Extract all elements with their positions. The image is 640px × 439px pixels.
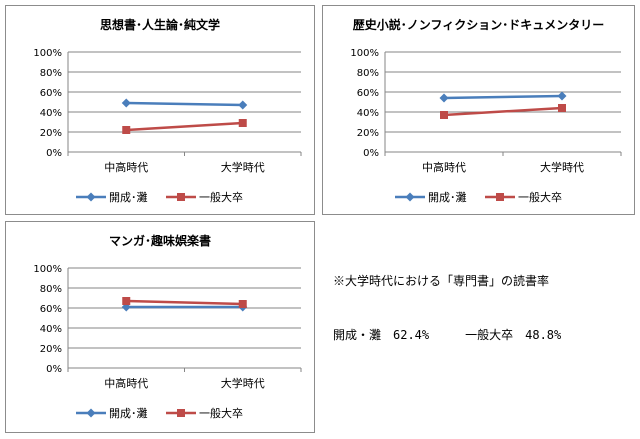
chart-title: 歴史小説･ノンフィクション･ドキュメンタリー	[352, 18, 605, 32]
y-tick-label: 100%	[33, 264, 62, 275]
y-tick-label: 40%	[40, 324, 62, 335]
series-line-2	[126, 121, 243, 132]
data-point-diamond	[121, 98, 131, 108]
x-tick-label: 中高時代	[422, 160, 466, 174]
legend-marker-diamond	[86, 408, 96, 418]
x-tick-label: 中高時代	[104, 376, 148, 390]
note-line-1: ※大学時代における「専門書」の読書率	[333, 274, 550, 288]
y-tick-label: 0%	[46, 364, 62, 375]
chart-panel-3: マンガ･趣味娯楽書 0% 20% 40% 60% 80% 100% 中高時代 大学時代開成･灘…	[5, 221, 315, 433]
legend-label: 一般大卒	[518, 190, 562, 204]
y-tick-label: 0%	[46, 148, 62, 159]
y-tick-label: 20%	[40, 128, 62, 139]
legend-marker-diamond	[405, 192, 415, 202]
y-tick-label: 60%	[40, 304, 62, 315]
series-line-2	[443, 106, 563, 117]
x-tick-label: 中高時代	[104, 160, 148, 174]
chart-title: マンガ･趣味娯楽書	[108, 234, 211, 248]
y-tick-label: 80%	[40, 68, 62, 79]
data-point-square	[440, 111, 448, 119]
data-point-square	[238, 119, 247, 127]
series-line-2	[126, 299, 243, 306]
data-point-diamond	[238, 100, 248, 110]
reading-rate-note: ※大学時代における「専門書」の読書率 開成・灘 62.4% 一般大卒 48.8%	[333, 236, 561, 362]
x-tick-label: 大学時代	[221, 160, 265, 174]
legend-label: 一般大卒	[199, 406, 243, 420]
data-point-square	[238, 300, 247, 308]
data-point-square	[558, 104, 566, 112]
y-tick-label: 20%	[40, 344, 62, 355]
y-tick-label: 80%	[357, 68, 379, 79]
legend-label: 開成･灘	[109, 191, 148, 204]
y-tick-label: 20%	[357, 128, 379, 139]
y-tick-label: 60%	[357, 88, 379, 99]
y-tick-label: 0%	[363, 148, 379, 159]
legend-label: 一般大卒	[199, 190, 243, 204]
data-point-square	[122, 297, 131, 305]
chart-title: 思想書･人生論･純文学	[99, 18, 220, 32]
legend-marker-diamond	[86, 192, 96, 202]
y-tick-label: 100%	[350, 48, 379, 59]
y-tick-label: 80%	[40, 284, 62, 295]
series-line-1	[126, 101, 243, 107]
x-tick-label: 大学時代	[221, 376, 265, 390]
legend-marker-square	[177, 409, 185, 417]
x-tick-label: 大学時代	[540, 160, 584, 174]
y-tick-label: 40%	[357, 108, 379, 119]
data-point-diamond	[439, 93, 449, 103]
series-line-1	[443, 94, 563, 100]
chart-panel-1: 思想書･人生論･純文学 0% 20% 40% 60% 80% 100% 中高時代 大学時代開成…	[5, 5, 315, 215]
y-tick-label: 60%	[40, 88, 62, 99]
legend-label: 開成･灘	[109, 407, 148, 420]
y-tick-label: 100%	[33, 48, 62, 59]
legend-marker-square	[496, 193, 504, 201]
data-point-square	[122, 126, 131, 134]
note-line-2: 開成・灘 62.4% 一般大卒 48.8%	[333, 328, 562, 342]
legend-label: 開成･灘	[428, 191, 467, 204]
legend-marker-square	[177, 193, 185, 201]
data-point-diamond	[557, 91, 567, 101]
chart-panel-2: 歴史小説･ノンフィクション･ドキュメンタリー 0% 20% 40% 60% 80% 100…	[322, 5, 635, 215]
y-tick-label: 40%	[40, 108, 62, 119]
